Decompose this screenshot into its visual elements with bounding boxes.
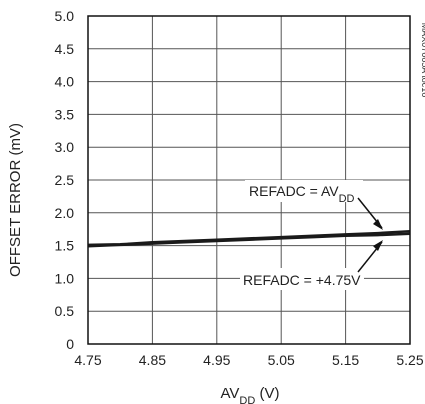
- y-tick-label: 2.0: [55, 205, 75, 221]
- figure-id: MAX07665A toc16: [420, 23, 425, 98]
- x-tick-label: 5.25: [396, 352, 423, 368]
- y-tick-label: 5.0: [55, 8, 75, 24]
- y-tick-label: 3.0: [55, 139, 75, 155]
- x-axis-title: AVDD (V): [221, 385, 280, 404]
- x-tick-label: 4.85: [139, 352, 166, 368]
- annotation-1-label: REFADC = AVDD: [249, 183, 355, 205]
- y-tick-label: 1.0: [55, 270, 75, 286]
- y-tick-label: 4.0: [55, 74, 75, 90]
- x-axis-ticks: 4.75 4.85 4.95 5.05 5.15 5.25: [74, 352, 423, 368]
- series-line-2: [87, 232, 411, 248]
- y-tick-label: 1.5: [55, 238, 75, 254]
- x-tick-label: 5.15: [332, 352, 359, 368]
- y-axis-title: OFFSET ERROR (mV): [7, 123, 24, 277]
- x-tick-label: 4.75: [74, 352, 101, 368]
- series-line-1: [87, 229, 411, 247]
- x-tick-label: 4.95: [203, 352, 230, 368]
- annotation-2-label: REFADC = +4.75V: [243, 272, 361, 288]
- annotation-2-bg: [240, 268, 364, 290]
- annotation-2-arrowhead: [373, 240, 383, 251]
- y-tick-label: 0.5: [55, 303, 75, 319]
- annotations: REFADC = AVDD REFADC = +4.75V: [240, 180, 383, 290]
- y-tick-label: 2.5: [55, 172, 75, 188]
- y-axis-ticks: 0 0.5 1.0 1.5 2.0 2.5 3.0 3.5 4.0 4.5 5.0: [55, 8, 75, 352]
- annotation-1-bg: [245, 180, 363, 202]
- annotation-1-arrowhead: [373, 219, 383, 230]
- plot-frame: [87, 15, 411, 345]
- y-tick-label: 4.5: [55, 41, 75, 57]
- data-series: [87, 229, 411, 248]
- y-tick-label: 0: [66, 336, 74, 352]
- x-tick-label: 5.05: [268, 352, 295, 368]
- y-tick-label: 3.5: [55, 106, 75, 122]
